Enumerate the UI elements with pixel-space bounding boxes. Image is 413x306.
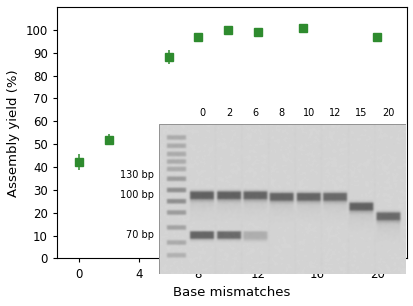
Text: 6: 6 (252, 108, 258, 118)
Text: 0: 0 (199, 108, 205, 118)
Text: 100 bp: 100 bp (120, 190, 154, 200)
Text: 20: 20 (381, 108, 394, 118)
Text: 130 bp: 130 bp (120, 170, 154, 180)
Text: 8: 8 (278, 108, 284, 118)
Text: 70 bp: 70 bp (126, 230, 154, 240)
Text: 10: 10 (302, 108, 314, 118)
Y-axis label: Assembly yield (%): Assembly yield (%) (7, 69, 20, 196)
X-axis label: Base mismatches: Base mismatches (173, 286, 290, 299)
Text: 2: 2 (225, 108, 232, 118)
Text: 15: 15 (354, 108, 366, 118)
Text: 12: 12 (328, 108, 340, 118)
